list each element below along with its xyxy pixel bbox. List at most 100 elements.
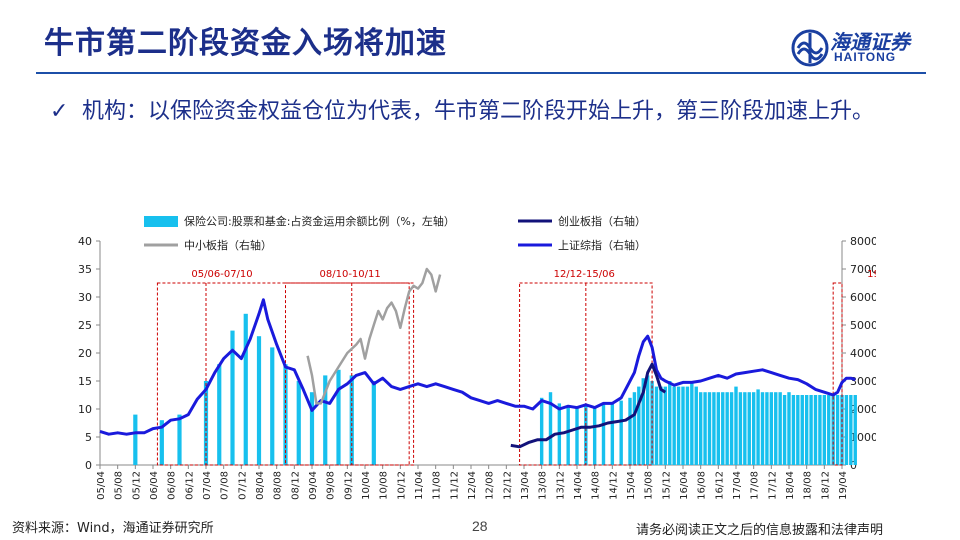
bar-insurance-equity-ratio [628,397,632,465]
bar-insurance-equity-ratio [769,392,774,465]
right-tick-label: 3000 [850,375,876,388]
page-title: 牛市第二阶段资金入场将加速 [44,26,447,61]
bar-insurance-equity-ratio [698,392,703,465]
bar-insurance-equity-ratio [256,336,262,465]
bullet-text: 机构：以保险资金权益仓位为代表，牛市第二阶段开始上升，第三阶段加速上升。 [82,99,875,124]
bar-insurance-equity-ratio [712,392,716,465]
x-tick-label: 06/12 [184,471,195,500]
right-tick-label: 8000 [850,235,876,248]
highlight-period-box [832,282,843,466]
right-tick-label: 6000 [850,291,876,304]
x-tick-label: 13/08 [538,471,549,500]
bar-insurance-equity-ratio [645,375,650,465]
bar-insurance-equity-ratio [853,395,857,465]
x-tick-label: 16/08 [697,471,708,500]
bar-insurance-equity-ratio [637,386,641,465]
bar-insurance-equity-ratio [849,395,853,465]
x-tick-label: 12/08 [485,471,496,500]
bar-insurance-equity-ratio [791,395,796,465]
left-tick-label: 15 [78,375,92,388]
left-tick-label: 20 [78,347,92,360]
x-tick-label: 06/04 [149,471,160,500]
bar-insurance-equity-ratio [641,378,645,465]
legend-label: 中小板指（右轴） [184,238,272,252]
legend-label: 创业板指（右轴） [558,214,646,228]
x-tick-label: 05/04 [96,471,107,500]
left-tick-label: 5 [85,431,92,444]
source-note: 资料来源：Wind，海通证券研究所 [12,521,214,536]
x-tick-label: 05/08 [114,471,125,500]
haitong-logo: 海通证券 HAITONG [790,26,940,70]
x-tick-label: 10/04 [361,471,372,500]
highlight-period-label: 08/10-10/11 [320,269,381,280]
x-tick-label: 14/12 [608,471,619,500]
bar-insurance-equity-ratio [309,392,315,465]
x-tick-label: 18/04 [785,471,796,500]
bar-insurance-equity-ratio [738,392,743,465]
insurance-equity-chart: 0510152025303540010002000300040005000600… [78,214,876,500]
left-tick-label: 25 [78,319,92,332]
bar-insurance-equity-ratio [835,395,840,465]
bar-insurance-equity-ratio [813,395,818,465]
bar-insurance-equity-ratio [765,392,769,465]
x-tick-label: 08/08 [273,471,284,500]
bar-insurance-equity-ratio [296,381,301,465]
x-tick-label: 07/12 [237,471,248,500]
bar-insurance-equity-ratio [751,392,756,465]
highlight-period-label: 12/12-15/06 [554,269,615,280]
x-tick-label: 12/04 [467,471,478,500]
logo-english-text: HAITONG [834,50,897,64]
bar-insurance-equity-ratio [371,381,376,465]
bar-insurance-equity-ratio [747,392,751,465]
bar-insurance-equity-ratio [774,392,778,465]
bar-insurance-equity-ratio [827,395,831,465]
bar-insurance-equity-ratio [659,386,663,465]
line-sme-board [306,267,442,405]
right-tick-label: 7000 [850,263,876,276]
highlight-period-box [156,282,410,466]
x-tick-label: 06/08 [167,471,178,500]
left-tick-label: 35 [78,263,92,276]
line-chinext [510,362,667,449]
bar-insurance-equity-ratio [782,395,787,465]
bar-insurance-equity-ratio [690,381,694,465]
x-tick-label: 10/12 [396,471,407,500]
left-tick-label: 0 [85,459,92,472]
x-tick-label: 16/04 [679,471,690,500]
x-tick-label: 12/12 [502,471,513,500]
bar-insurance-equity-ratio [619,400,623,465]
bar-insurance-equity-ratio [548,392,553,465]
bar-insurance-equity-ratio [133,414,138,465]
bar-insurance-equity-ratio [592,406,597,465]
check-icon: ✓ [50,99,69,124]
x-tick-label: 11/04 [414,471,425,500]
bar-insurance-equity-ratio [796,395,800,465]
legend-label: 保险公司:股票和基金:占资金运用余额比例（%，左轴） [184,214,455,228]
bar-insurance-equity-ratio [729,392,734,465]
x-tick-label: 15/12 [661,471,672,500]
bar-insurance-equity-ratio [844,395,849,465]
x-tick-label: 08/04 [255,471,266,500]
title-divider [36,72,926,74]
bar-insurance-equity-ratio [804,395,809,465]
bar-insurance-equity-ratio [734,386,738,465]
highlight-period-label: 19/01至今 [867,267,876,280]
bar-insurance-equity-ratio [654,386,659,465]
legend-label: 上证综指（右轴） [558,238,646,252]
bar-insurance-equity-ratio [703,392,707,465]
x-tick-label: 19/04 [838,471,849,500]
x-tick-label: 17/12 [767,471,778,500]
x-tick-label: 09/12 [343,471,354,500]
bar-insurance-equity-ratio [323,375,328,465]
bar-insurance-equity-ratio [632,392,637,465]
x-tick-label: 09/04 [308,471,319,500]
x-tick-label: 07/04 [202,471,213,500]
x-tick-label: 17/04 [732,471,743,500]
bar-insurance-equity-ratio [663,386,668,465]
x-tick-label: 18/08 [803,471,814,500]
bar-insurance-equity-ratio [818,395,822,465]
bar-insurance-equity-ratio [721,392,725,465]
bar-insurance-equity-ratio [243,313,248,465]
x-tick-label: 05/12 [131,471,142,500]
bar-insurance-equity-ratio [668,381,672,465]
